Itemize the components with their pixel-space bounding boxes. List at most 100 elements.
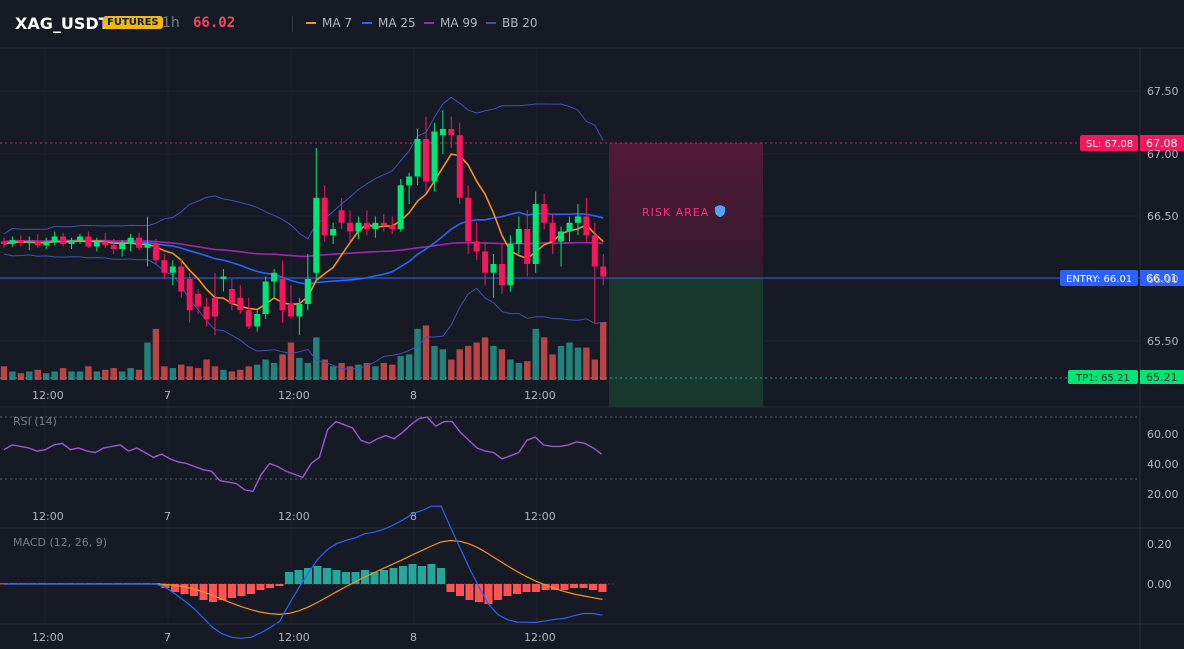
volume-bar [329,366,337,380]
volume-bar [372,366,379,380]
candle-body [228,289,235,304]
volume-bar [549,354,556,380]
volume-bar [237,369,244,380]
candle-body [558,231,565,242]
legend-bb20[interactable]: BB 20 [486,16,538,30]
time-tick: 8 [410,389,417,402]
time-tick: 12:00 [524,510,556,523]
candle-body [102,241,109,246]
volume-bar [279,354,286,380]
volume-bar [380,362,387,380]
macd-bar [332,570,341,584]
time-tick: 12:00 [524,389,556,402]
candle-body [287,304,294,317]
candle-body [363,222,370,229]
macd-bar [266,584,274,588]
volume-bar [490,345,497,380]
candle-body [448,129,455,136]
volume-bar [127,368,134,380]
macd-bar [285,572,293,584]
time-tick: 12:00 [32,510,64,523]
candle-body [532,204,539,264]
macd-bar [513,584,521,594]
macd-bar [532,584,540,592]
price-tick: 66.50 [1147,210,1179,223]
candle-body [17,240,24,243]
candle-body [169,266,176,273]
volume-bar [270,362,278,380]
candle-body [76,236,83,241]
volume-bar [304,362,312,380]
volume-bar [431,345,438,380]
macd-signal-line [4,539,603,616]
timeframe-label[interactable]: 1h [162,15,180,31]
macd-bar [209,584,217,602]
legend-ma25[interactable]: MA 25 [362,16,416,30]
candles[interactable] [1,110,607,336]
volume-bars [0,322,607,380]
candle-body [338,210,345,223]
macd-bar [399,566,407,584]
reward-area-box[interactable] [609,278,763,407]
macd-title: MACD (12, 26, 9) [13,536,107,549]
candle-body [515,229,522,244]
volume-bar [135,369,143,380]
volume-bar [397,356,404,380]
time-tick: 8 [410,631,417,644]
volume-bar [448,359,455,380]
candle-body [330,229,337,236]
candle-body [136,237,143,248]
ma7-line [3,153,604,311]
macd-bar [522,584,531,592]
entry-axis-value: 66.01 [1146,272,1178,285]
bollinger-bands [3,96,604,370]
volume-bar [59,368,67,380]
macd-bar [437,568,445,584]
grid [0,48,1140,624]
candle-body [51,236,58,242]
macd-bar [475,584,483,602]
candle-body [203,306,210,319]
time-tick: 12:00 [524,631,556,644]
macd-bar [589,584,597,590]
volume-bar [161,366,168,380]
price-tick: 67.00 [1147,148,1179,161]
candle-body [212,297,218,317]
macd-bar [560,584,569,590]
candle-body [195,294,202,307]
volume-bar [422,325,430,380]
entry-tag-label: ENTRY: 66.01 [1066,274,1132,285]
candle-body [93,241,100,247]
rsi-tick: 40.00 [1147,458,1179,471]
legend-ma99[interactable]: MA 99 [424,16,478,30]
ma99-line [3,239,604,258]
legend-ma7[interactable]: MA 7 [306,16,352,30]
risk-area-box[interactable] [609,143,763,278]
candle-body [262,281,269,314]
entry-axis-tag: 66.01 [1140,270,1184,286]
legend-bb20-label: BB 20 [502,16,538,30]
candle-body [60,236,67,244]
volume-bar [313,337,320,380]
volume-bar [110,368,117,380]
tp-tag[interactable]: TP1: 65.21 [1068,370,1138,384]
time-tick: 12:00 [32,631,64,644]
legend-ma99-label: MA 99 [440,16,478,30]
candle-body [498,264,505,286]
symbol-name[interactable]: XAG_USDT [15,14,110,33]
sl-tag[interactable]: SL: 67.08 [1080,135,1138,151]
bb20-swatch-icon [486,22,496,24]
volume-bar [456,349,463,380]
macd-bar [465,584,474,600]
candle-body [152,244,159,261]
entry-tag[interactable]: ENTRY: 66.01 [1060,270,1138,286]
candle-body [465,197,472,242]
volume-bar [414,328,421,380]
volume-bar [186,366,193,380]
volume-bar [102,369,109,380]
candle-body [110,245,117,249]
macd-bar [342,572,350,584]
last-price: 66.02 [193,15,236,31]
candle-body [313,197,320,273]
